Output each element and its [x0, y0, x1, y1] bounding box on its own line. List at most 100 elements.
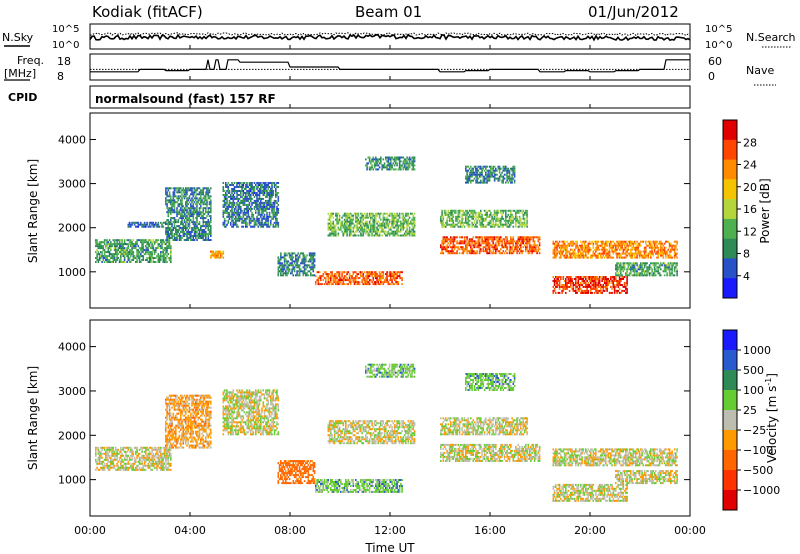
power-cell [602, 248, 605, 251]
power-cell [407, 168, 410, 171]
power-cell [360, 275, 362, 278]
power-cell [390, 162, 392, 165]
power-cell [503, 209, 506, 212]
power-cell [222, 223, 225, 226]
power-cell [203, 239, 206, 241]
power-cell [531, 246, 533, 249]
power-cell [391, 156, 393, 159]
power-cell [456, 219, 458, 222]
power-cell [476, 173, 478, 176]
power-cell [413, 164, 416, 167]
power-cell [473, 219, 476, 222]
power-cell [143, 225, 146, 228]
power-cell [210, 209, 212, 212]
power-cell [273, 205, 276, 208]
power-cell [483, 179, 486, 182]
power-cell [660, 240, 662, 243]
power-cell [585, 240, 587, 243]
power-cell [191, 205, 193, 208]
power-cell [502, 177, 505, 180]
power-cell [591, 240, 593, 243]
power-cell [210, 256, 212, 259]
power-cell [577, 246, 580, 249]
power-cell [515, 219, 517, 222]
power-cell [350, 279, 352, 282]
power-cell [257, 205, 260, 208]
power-cell [502, 223, 505, 226]
power-cell [575, 246, 577, 249]
power-cell [598, 248, 601, 251]
power-cell [236, 190, 238, 192]
power-cell [160, 259, 162, 261]
power-cell [446, 240, 448, 243]
power-cell [127, 243, 130, 246]
power-cell [352, 226, 355, 229]
power-cell [202, 193, 205, 196]
power-cell [280, 252, 282, 255]
power-cell [310, 252, 312, 255]
power-cell [535, 250, 537, 253]
power-cell [186, 239, 188, 241]
power-cell [497, 225, 500, 228]
power-cell [588, 246, 591, 249]
power-cell [260, 192, 262, 194]
power-cell [201, 211, 203, 214]
power-cell [311, 262, 313, 265]
power-cell [512, 240, 515, 243]
power-cell [240, 192, 242, 194]
power-cell [370, 162, 372, 165]
power-cell [252, 194, 255, 196]
power-cell [487, 248, 490, 251]
power-cell [568, 242, 571, 245]
power-cell [657, 252, 660, 255]
power-cell [398, 212, 401, 215]
power-cell [210, 254, 212, 257]
power-cell [552, 285, 555, 288]
power-cell [275, 184, 277, 186]
power-cell [335, 234, 337, 237]
power-cell [167, 211, 170, 214]
power-cell [172, 209, 175, 212]
power-cell [205, 223, 207, 226]
power-cell [185, 217, 187, 220]
power-cell [163, 243, 166, 246]
power-cell [390, 168, 392, 171]
power-cell [367, 281, 370, 284]
power-cell [673, 250, 676, 253]
power-cell [282, 274, 285, 277]
power-cell [170, 187, 172, 190]
power-cell [595, 250, 597, 253]
power-cell [191, 207, 193, 210]
power-cell [477, 244, 480, 247]
power-cell [305, 268, 307, 271]
power-cell [465, 221, 467, 224]
power-cell [328, 228, 331, 231]
power-cell [602, 240, 605, 243]
power-cell [288, 268, 291, 271]
power-cell [491, 244, 493, 247]
power-cell [288, 254, 291, 257]
power-cell [183, 239, 186, 241]
power-cell [371, 232, 373, 235]
power-cell [382, 283, 385, 286]
power-cell [192, 205, 195, 208]
power-cell [673, 252, 676, 255]
power-cell [237, 225, 240, 228]
power-cell [381, 168, 383, 171]
power-cell [276, 192, 278, 194]
power-cell [483, 236, 486, 239]
power-cell [332, 283, 335, 286]
power-cell [486, 240, 488, 243]
power-cell [245, 211, 247, 214]
power-cell [316, 271, 318, 274]
power-cell [225, 197, 227, 200]
power-cell [368, 271, 371, 274]
power-cell [557, 276, 560, 278]
power-cell [442, 248, 445, 251]
power-cell [497, 244, 500, 247]
cpid-label: CPID [8, 91, 37, 104]
power-cell [241, 219, 243, 222]
power-cell [395, 281, 397, 284]
power-cell [287, 272, 290, 275]
power-cell [167, 225, 170, 228]
